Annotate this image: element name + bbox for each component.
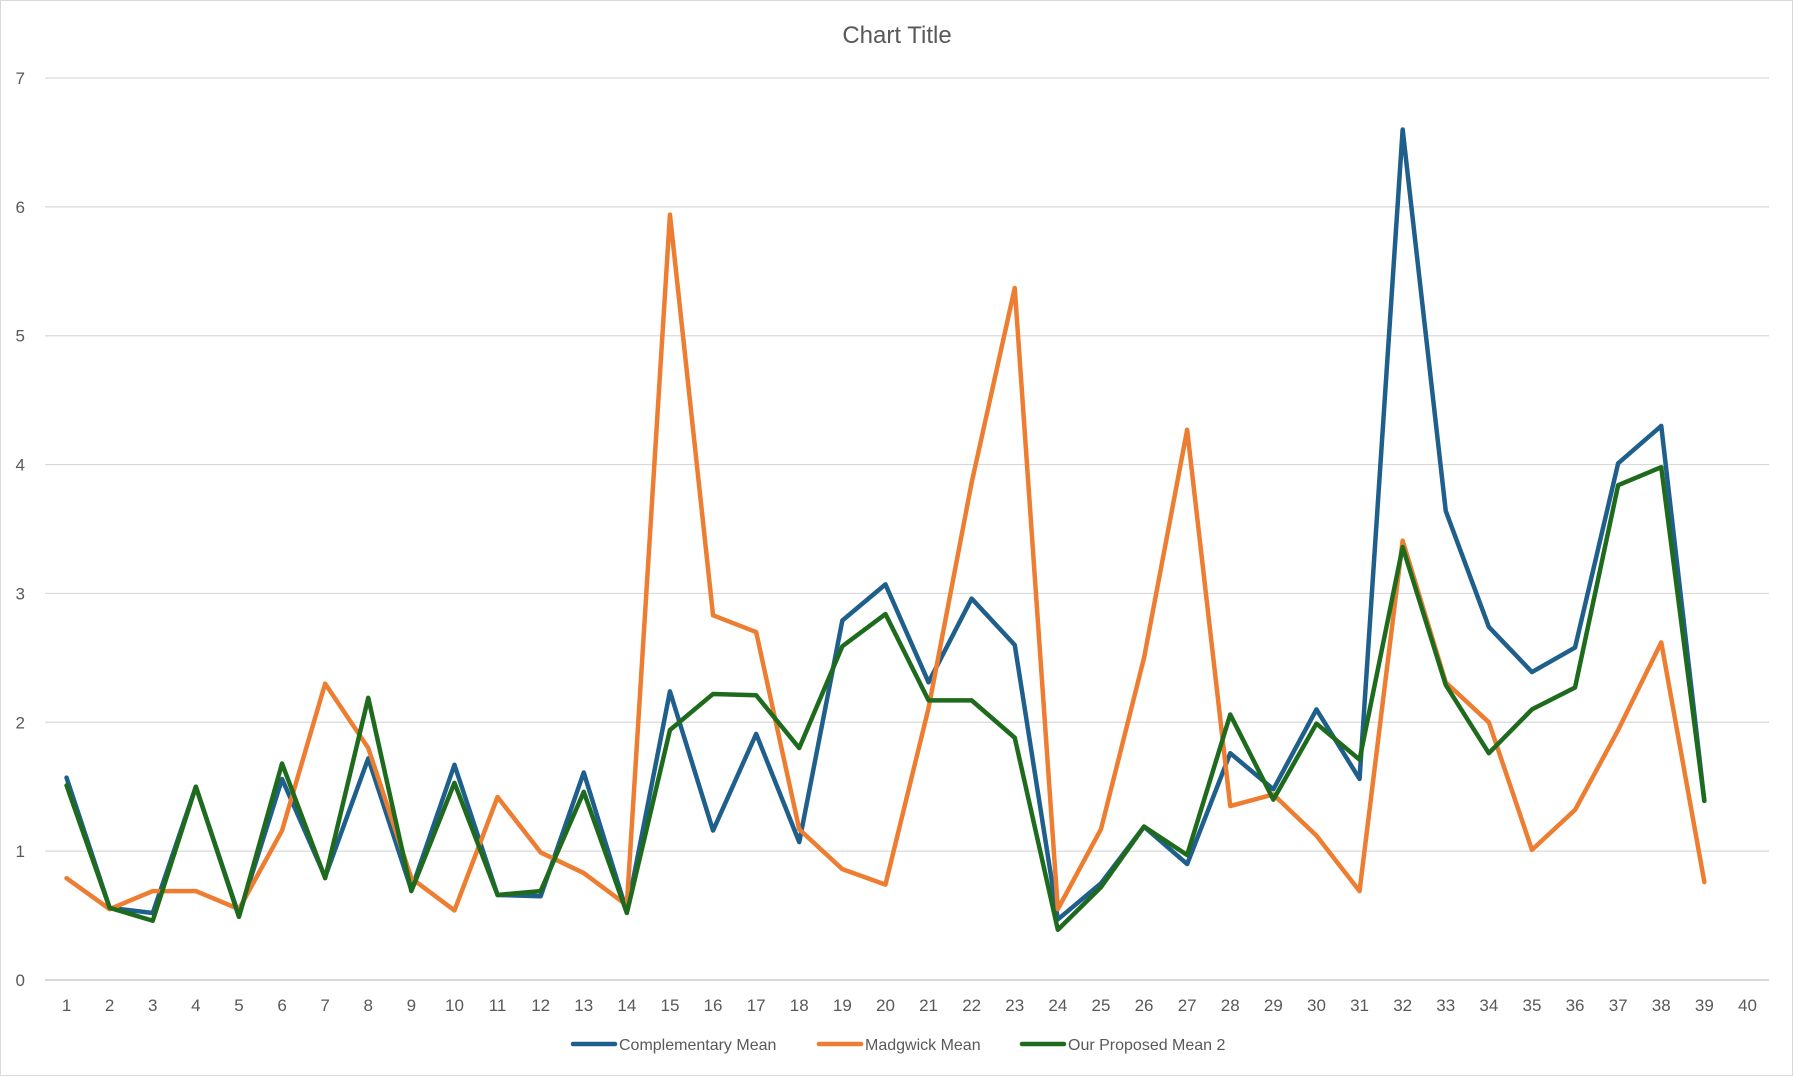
y-tick-label: 5 (16, 327, 25, 346)
x-tick-label: 22 (962, 996, 981, 1015)
legend: Complementary Mean Madgwick Mean Our Propo… (570, 1037, 1226, 1054)
x-tick-label: 39 (1695, 996, 1714, 1015)
series-line-2 (64, 212, 1707, 913)
x-tick-label: 12 (531, 996, 550, 1015)
legend-label: Complementary Mean (619, 1037, 776, 1054)
y-tick-label: 7 (16, 69, 25, 88)
x-tick-label: 2 (105, 996, 114, 1015)
x-tick-label: 3 (148, 996, 157, 1015)
x-tick-label: 35 (1522, 996, 1541, 1015)
x-tick-label: 26 (1135, 996, 1154, 1015)
x-tick-label: 25 (1091, 996, 1110, 1015)
x-tick-label: 13 (574, 996, 593, 1015)
x-tick-label: 14 (617, 996, 636, 1015)
series-lines (64, 127, 1707, 932)
x-tick-label: 30 (1307, 996, 1326, 1015)
x-tick-label: 21 (919, 996, 938, 1015)
legend-label: Our Proposed Mean 2 (1068, 1037, 1226, 1054)
series-line-3 (64, 464, 1707, 932)
x-tick-label: 11 (489, 996, 507, 1015)
x-tick-label: 23 (1005, 996, 1024, 1015)
x-tick-label: 9 (407, 996, 416, 1015)
series-line-1 (64, 127, 1707, 922)
x-tick-label: 6 (277, 996, 286, 1015)
x-tick-label: 38 (1652, 996, 1671, 1015)
x-tick-label: 28 (1221, 996, 1240, 1015)
x-tick-label: 36 (1566, 996, 1585, 1015)
x-tick-label: 8 (364, 996, 373, 1015)
x-tick-label: 29 (1264, 996, 1283, 1015)
x-tick-label: 20 (876, 996, 895, 1015)
x-tick-label: 16 (704, 996, 723, 1015)
x-tick-label: 31 (1350, 996, 1369, 1015)
y-tick-label: 3 (16, 584, 25, 603)
y-tick-label: 1 (16, 842, 25, 861)
y-tick-label: 4 (16, 456, 25, 475)
x-tick-label: 27 (1178, 996, 1197, 1015)
x-tick-label: 37 (1609, 996, 1628, 1015)
x-tick-label: 1 (62, 996, 71, 1015)
legend-label: Madgwick Mean (865, 1037, 981, 1054)
x-tick-label: 7 (320, 996, 329, 1015)
x-tick-label: 34 (1479, 996, 1498, 1015)
x-tick-label: 32 (1393, 996, 1412, 1015)
x-tick-label: 4 (191, 996, 200, 1015)
x-tick-label: 18 (790, 996, 809, 1015)
x-tick-label: 5 (234, 996, 243, 1015)
x-tick-label: 33 (1436, 996, 1455, 1015)
y-tick-label: 2 (16, 713, 25, 732)
y-tick-label: 0 (16, 971, 25, 990)
x-tick-label: 24 (1048, 996, 1067, 1015)
chart-title: Chart Title (842, 22, 951, 49)
y-tick-label: 6 (16, 198, 25, 217)
x-tick-label: 17 (747, 996, 766, 1015)
x-tick-label: 15 (660, 996, 679, 1015)
x-tick-label: 19 (833, 996, 852, 1015)
x-tick-label: 40 (1738, 996, 1757, 1015)
gridlines (45, 77, 1769, 981)
x-tick-label: 10 (445, 996, 464, 1015)
